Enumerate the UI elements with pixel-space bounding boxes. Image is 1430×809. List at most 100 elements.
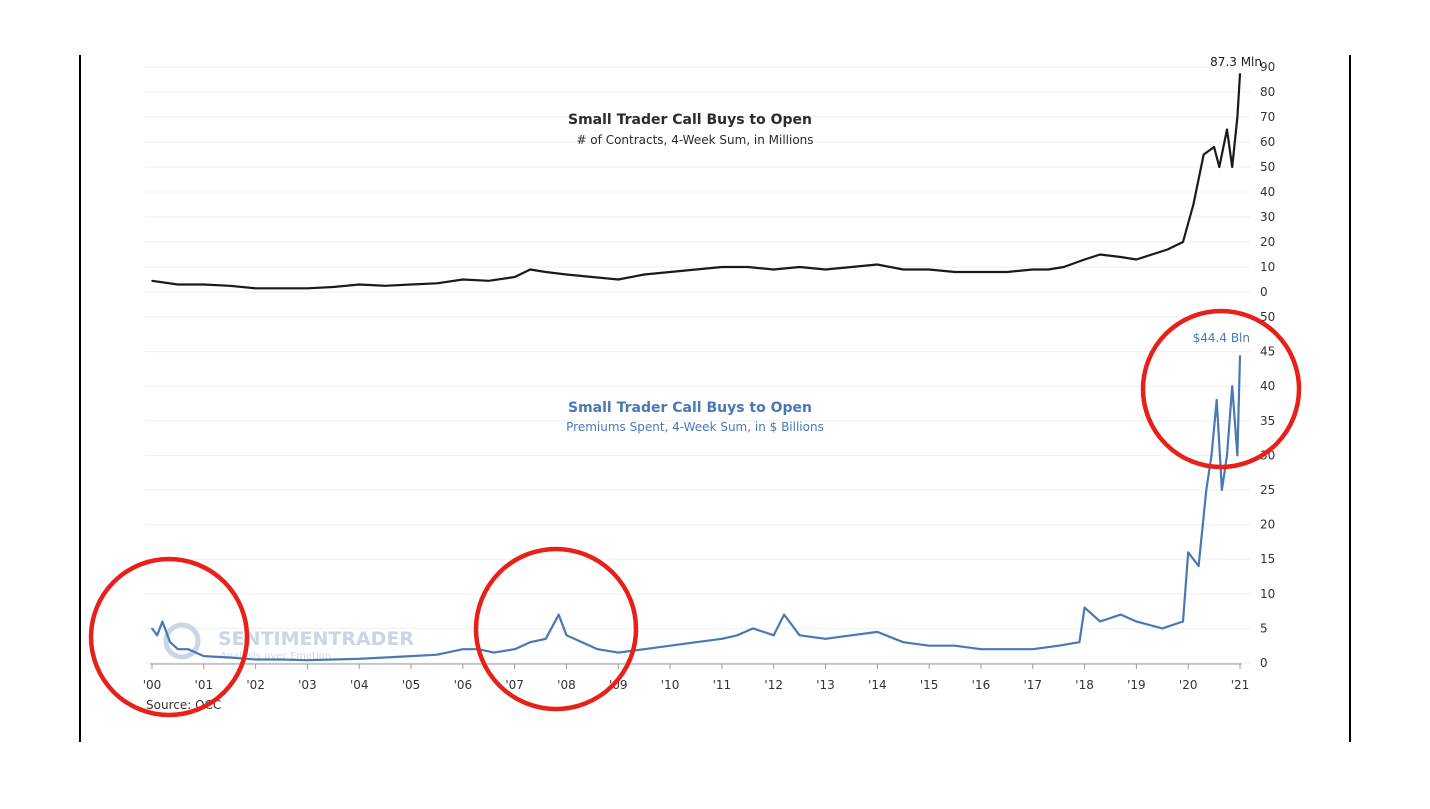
end-value-label: $44.4 Bln [1193, 331, 1250, 345]
y-tick-label: 60 [1260, 135, 1275, 149]
data-point [306, 659, 309, 661]
data-point [1057, 644, 1060, 647]
data-point [980, 271, 982, 273]
data-point [254, 658, 257, 661]
data-point [850, 634, 853, 637]
data-point [798, 634, 801, 637]
data-point [1120, 256, 1122, 258]
data-point [151, 627, 153, 630]
data-point [410, 283, 412, 286]
data-point [545, 638, 547, 640]
data-point [695, 268, 697, 271]
data-point [721, 638, 723, 640]
data-point [436, 653, 438, 656]
data-point [736, 634, 739, 637]
data-point [783, 613, 785, 616]
data-point [772, 634, 775, 637]
panel-contracts: 90 80 70 60 50 40 30 20 10 0 Small Trader Call Buy… [151, 55, 1275, 299]
y-tick-label: 40 [1260, 379, 1275, 393]
data-point [669, 271, 671, 273]
x-tick-label: '11 [713, 678, 732, 692]
data-point [1182, 620, 1184, 623]
data-point [177, 648, 179, 650]
data-point [596, 648, 599, 650]
data-point [772, 268, 775, 271]
data-point [798, 266, 801, 268]
chart-subtitle: Premiums Spent, 4-Week Sum, in $ Billion… [566, 420, 824, 434]
data-point [151, 280, 153, 282]
y-tick-label: 40 [1260, 185, 1275, 199]
data-point [493, 651, 495, 654]
data-point [203, 655, 205, 657]
x-tick-label: '02 [246, 678, 265, 692]
data-point [228, 656, 231, 659]
data-point [565, 634, 568, 637]
data-point [752, 627, 754, 630]
y-tick-label: 10 [1260, 587, 1275, 601]
highlight-circles [88, 308, 1302, 718]
data-point [669, 644, 671, 647]
data-point [695, 641, 697, 643]
data-point [1099, 253, 1101, 256]
data-point [1166, 248, 1169, 251]
x-tick-label: '07 [505, 678, 524, 692]
data-point [876, 631, 879, 633]
x-tick-label: '15 [920, 678, 939, 692]
x-tick-label: '00 [143, 678, 162, 692]
data-point [928, 644, 930, 647]
data-point [156, 634, 158, 637]
x-tick-label: '16 [972, 678, 991, 692]
data-point [529, 268, 531, 271]
data-point [177, 283, 179, 286]
data-point [1226, 454, 1228, 457]
watermark-tagline: Analysis over Emotion [220, 651, 331, 662]
data-point [1083, 258, 1086, 261]
data-point [384, 656, 386, 659]
data-point [747, 266, 749, 268]
data-point [1197, 565, 1200, 567]
x-tick-label: '19 [1127, 678, 1146, 692]
data-point [1231, 166, 1233, 168]
data-point [187, 648, 190, 650]
data-point [358, 283, 361, 286]
data-point [1006, 648, 1008, 650]
data-point [169, 641, 171, 643]
data-point [643, 648, 645, 650]
data-point [203, 283, 205, 286]
data-point [462, 648, 464, 650]
watermark-name: SENTIMENTRADER [218, 628, 414, 650]
x-tick-label: '01 [195, 678, 214, 692]
data-point [358, 658, 361, 660]
data-point [410, 655, 412, 657]
chart-title: Small Trader Call Buys to Open [568, 400, 812, 416]
data-point [1099, 620, 1101, 623]
x-tick-label: '18 [1075, 678, 1094, 692]
data-point [824, 268, 827, 271]
y-tick-label: 15 [1260, 552, 1275, 566]
data-point [436, 282, 438, 285]
data-point [1205, 489, 1208, 491]
data-point [488, 280, 490, 282]
data-point [617, 278, 620, 281]
data-point [545, 271, 547, 273]
data-point [1187, 551, 1189, 554]
x-tick-label: '03 [298, 678, 317, 692]
data-point [1221, 489, 1223, 491]
data-point [617, 651, 620, 654]
y-tick-label: 0 [1260, 285, 1268, 299]
x-tick-label: '06 [454, 678, 473, 692]
data-point [876, 263, 879, 266]
x-tick-label: '04 [350, 678, 369, 692]
watermark-logo-icon [163, 622, 201, 660]
data-point [1236, 454, 1239, 457]
data-point [254, 287, 257, 290]
data-point [1215, 399, 1218, 401]
y-tick-label: 20 [1260, 235, 1275, 249]
highlight-circle [473, 546, 639, 712]
data-point [529, 641, 531, 643]
data-point [1151, 253, 1153, 256]
data-point [280, 658, 283, 661]
data-point [980, 648, 982, 650]
data-point [954, 271, 956, 273]
